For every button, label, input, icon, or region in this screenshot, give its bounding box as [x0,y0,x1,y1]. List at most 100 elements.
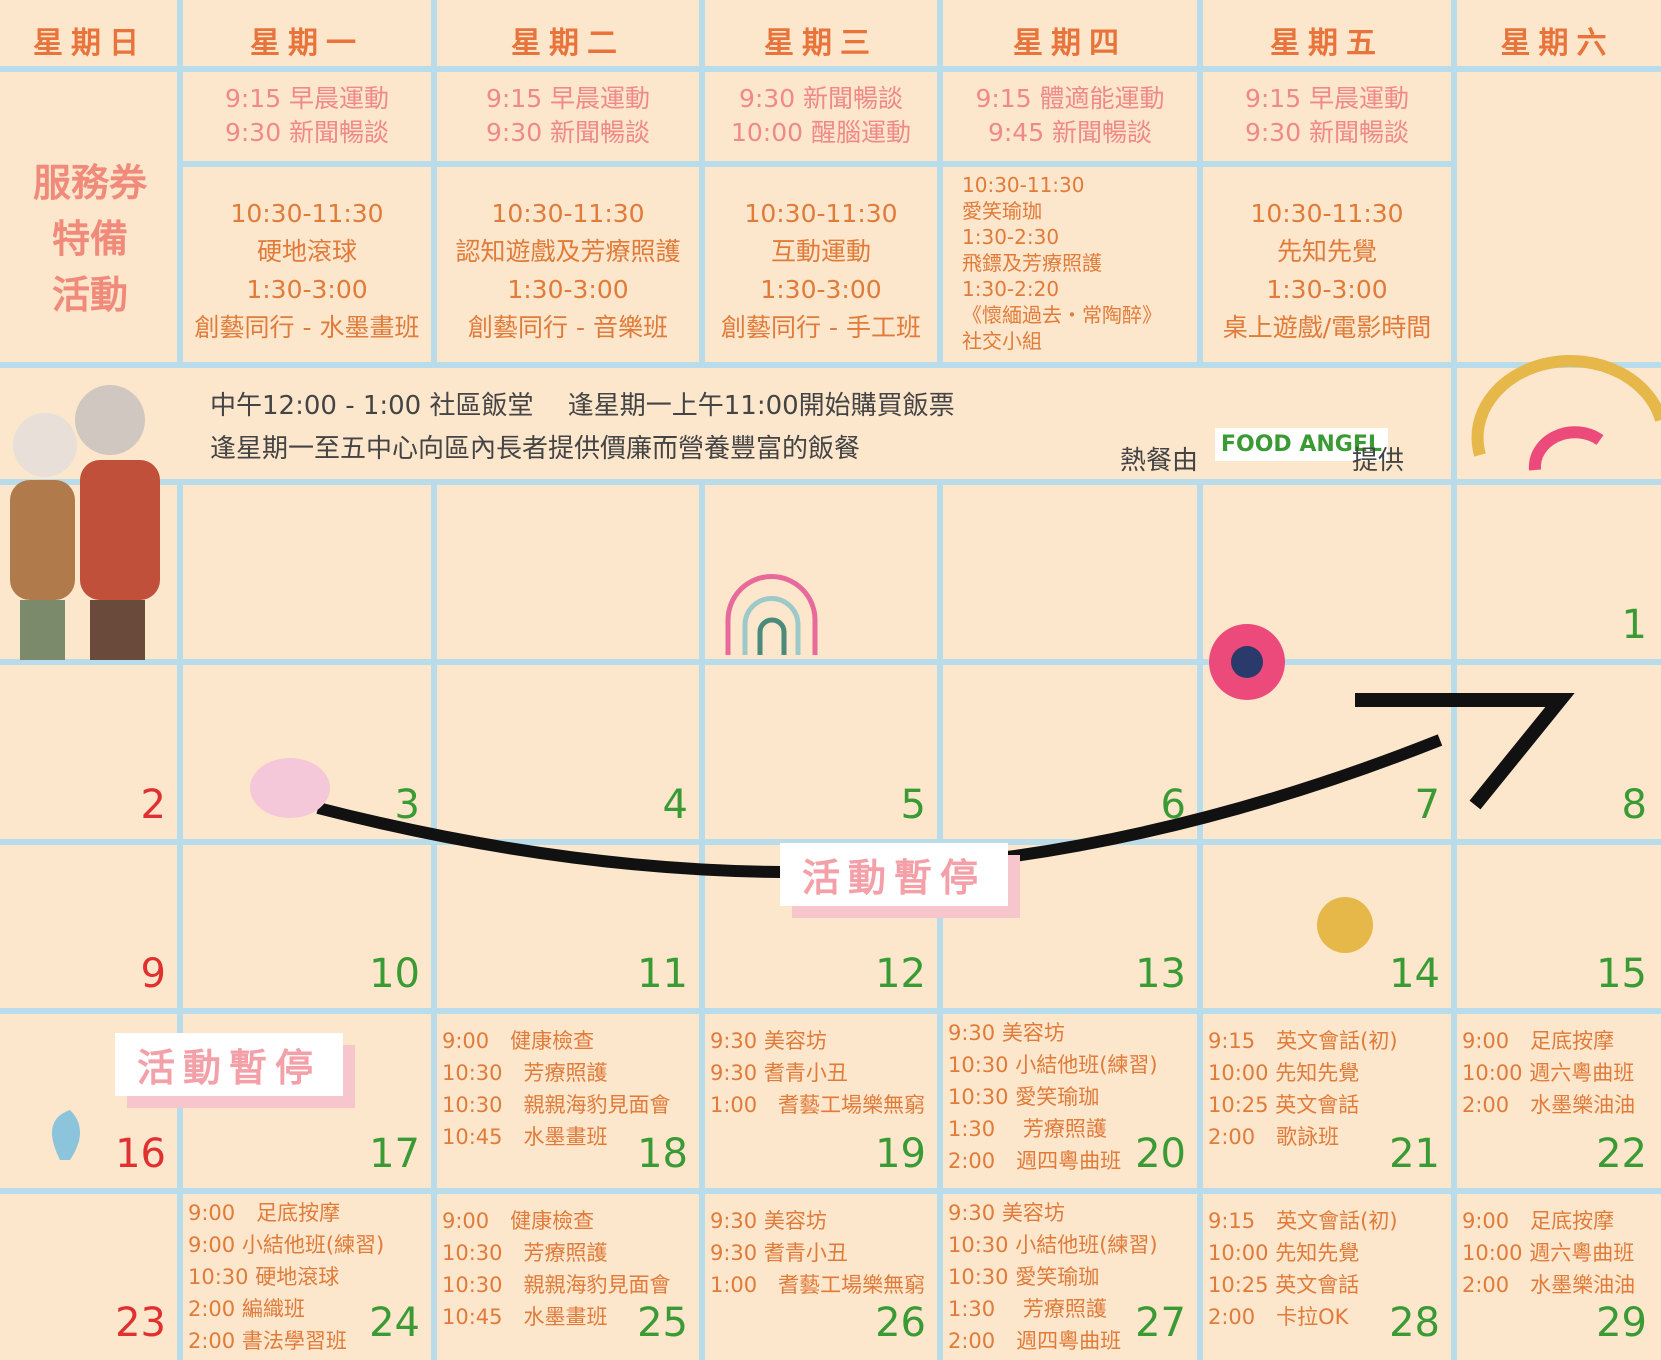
elderly-couple [10,385,160,660]
morning-activity: 9:15 早晨運動 [1244,84,1410,113]
lunch-provider: 提供 [1352,446,1405,476]
afternoon-activity: 創藝同行 - 音樂班 [468,313,668,342]
event: 10:00 先知先覺 [1208,1061,1360,1085]
lunch-info: 中午12:00 - 1:00 社區飯堂 逢星期一上午11:00開始購買飯票 [210,391,955,421]
date-number: 1 [1621,602,1647,648]
date-number: 22 [1596,1131,1647,1177]
event: 9:00 小結他班(練習) [188,1233,385,1257]
lunch-info: 逢星期一至五中心向區內長者提供價廉而營養豐富的飯餐 [210,434,861,464]
event: 9:15 英文會話(初) [1208,1029,1398,1053]
food-angel-logo: FOOD ANGEL [1215,428,1388,461]
afternoon-activity: 1:30-3:00 [246,275,368,304]
morning-activity: 9:30 新聞暢談 [738,84,904,113]
date-number: 11 [637,951,688,997]
event: 10:00 週六粵曲班 [1462,1241,1635,1265]
afternoon-activity: 10:30-11:30 [962,173,1085,197]
afternoon-activity: 創藝同行 - 水墨畫班 [194,313,420,342]
date-number: 24 [369,1300,420,1346]
morning-activity: 9:15 早晨運動 [485,84,651,113]
weekday: 星期五 [1270,26,1384,61]
event: 10:30 硬地滾球 [188,1265,340,1289]
afternoon-activity: 10:30-11:30 [230,199,384,228]
event: 9:30 美容坊 [948,1201,1065,1225]
event: 1:30 芳療照護 [948,1117,1107,1141]
event: 10:25 英文會話 [1208,1093,1360,1117]
afternoon-activity: 桌上遊戲/電影時間 [1222,313,1432,342]
morning-activity: 9:30 新聞暢談 [1244,118,1410,147]
event: 2:00 週四粵曲班 [948,1329,1122,1353]
event: 10:30 愛笑瑜珈 [948,1085,1100,1109]
date-number: 27 [1135,1300,1186,1346]
weekday: 星期二 [511,26,625,61]
weekday: 星期三 [764,26,878,61]
date-number: 19 [875,1131,926,1177]
event: 1:00 耆藝工場樂無窮 [710,1273,926,1297]
date-number: 26 [875,1300,926,1346]
afternoon-activity: 1:30-2:30 [962,225,1060,249]
morning-activity: 9:30 新聞暢談 [224,118,390,147]
event: 10:00 先知先覺 [1208,1241,1360,1265]
date-number: 21 [1389,1131,1440,1177]
event: 2:00 週四粵曲班 [948,1149,1122,1173]
date-number: 8 [1621,782,1647,828]
event: 2:00 歌詠班 [1208,1125,1340,1149]
date-number: 5 [900,782,926,828]
afternoon-activity: 《懷緬過去・常陶醉》 [962,303,1162,327]
afternoon-activity: 創藝同行 - 手工班 [721,313,921,342]
event: 10:30 親親海豹見面會 [442,1093,671,1117]
event: 10:30 小結他班(練習) [948,1053,1158,1077]
weekday: 星期日 [33,26,147,61]
afternoon-activity: 互動運動 [770,237,871,266]
date-number: 16 [115,1131,166,1177]
date-number: 25 [637,1300,688,1346]
date-number: 20 [1135,1131,1186,1177]
event: 9:00 足底按摩 [188,1201,341,1225]
date-number: 2 [140,782,166,828]
special-label: 活動 [51,273,128,317]
event: 9:00 足底按摩 [1462,1029,1615,1053]
event: 10:00 週六粵曲班 [1462,1061,1635,1085]
event: 10:30 芳療照護 [442,1241,608,1265]
date-number: 23 [115,1300,166,1346]
event: 10:45 水墨畫班 [442,1125,608,1149]
date-number: 29 [1596,1300,1647,1346]
afternoon-activity: 認知遊戲及芳療照護 [455,237,681,266]
morning-activity: 9:45 新聞暢談 [987,118,1153,147]
afternoon-activity: 10:30-11:30 [744,199,898,228]
afternoon-activity: 飛鏢及芳療照護 [962,251,1102,275]
afternoon-activity: 10:30-11:30 [491,199,645,228]
event: 1:30 芳療照護 [948,1297,1107,1321]
date-number: 17 [369,1131,420,1177]
weekday: 星期六 [1500,26,1615,61]
event: 10:30 親親海豹見面會 [442,1273,671,1297]
date-number: 6 [1160,782,1186,828]
date-number: 18 [637,1131,688,1177]
event: 9:00 健康檢查 [442,1029,595,1053]
event: 2:00 水墨樂油油 [1462,1093,1636,1117]
event: 2:00 編織班 [188,1297,305,1321]
date-number: 14 [1389,951,1440,997]
special-label: 特備 [51,217,128,261]
date-number: 15 [1596,951,1647,997]
date-number: 12 [875,951,926,997]
event: 10:30 小結他班(練習) [948,1233,1158,1257]
afternoon-activity: 1:30-2:20 [962,277,1060,301]
afternoon-activity: 硬地滾球 [256,237,357,266]
afternoon-activity: 1:30-3:00 [1266,275,1388,304]
event: 10:45 水墨畫班 [442,1305,608,1329]
morning-activity: 10:00 醒腦運動 [731,118,911,147]
event: 9:30 美容坊 [710,1209,827,1233]
pause-note: 活動暫停 [115,1033,344,1096]
event: 10:25 英文會話 [1208,1273,1360,1297]
morning-activity: 9:15 體適能運動 [975,84,1165,113]
morning-activity: 9:15 早晨運動 [224,84,390,113]
afternoon-activity: 1:30-3:00 [760,275,882,304]
afternoon-activity: 10:30-11:30 [1250,199,1404,228]
pause-note: 活動暫停 [780,843,1009,906]
special-label: 服務券 [32,161,147,205]
date-number: 3 [394,782,420,828]
date-number: 28 [1389,1300,1440,1346]
date-number: 7 [1414,782,1440,828]
afternoon-activity: 先知先覺 [1276,237,1377,266]
